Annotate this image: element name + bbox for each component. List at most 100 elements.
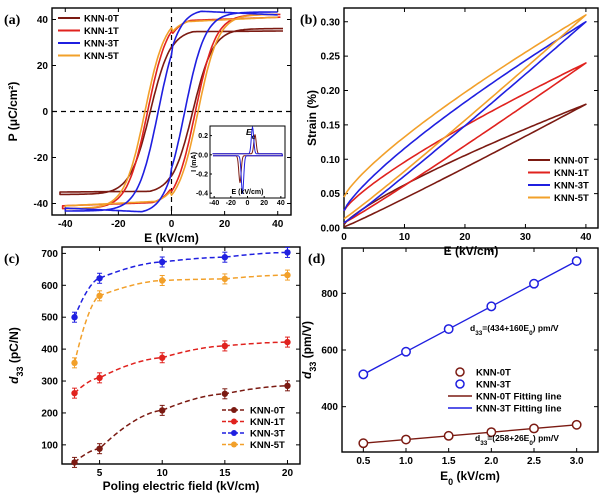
inset-y-label: I (mA)	[191, 152, 198, 172]
y-tick-label: 500	[41, 313, 58, 324]
data-point	[284, 249, 291, 256]
panel-label: (d)	[308, 252, 325, 267]
pe-loop-KNN-5T	[64, 13, 278, 210]
fitting-line-0	[363, 424, 577, 444]
x-tick-label: -20	[111, 219, 126, 230]
y-axis-label: d33 (pm/V)	[300, 321, 318, 379]
panel-b: 0 10 20 30 40 0.00 0.05 0.10 0.15 0.20 0.25 0.30 E (…	[300, 7, 599, 258]
data-point	[96, 374, 103, 382]
panel-c: 5 10 15 20 100 200 300 400 500 600 700 Poling elect…	[4, 246, 301, 493]
y-tick-label: 0.30	[321, 17, 341, 28]
legend-marker	[455, 379, 465, 389]
y-tick-label: 0.10	[321, 155, 341, 166]
data-point	[71, 389, 78, 397]
legend-label: KNN-5T	[84, 51, 119, 62]
x-tick-label: -40	[58, 219, 73, 230]
data-point	[358, 438, 369, 449]
x-tick-label: 1.5	[442, 456, 456, 467]
data-point	[159, 354, 166, 361]
x-axis-label: E0 (kV/cm)	[440, 469, 500, 487]
data-point	[221, 342, 229, 350]
data-point	[529, 423, 539, 434]
y-axis-label: P (μC/cm²)	[6, 82, 20, 142]
y-tick-label: 20	[37, 61, 49, 72]
strain-loop-KNN-0T	[343, 103, 587, 228]
data-point	[443, 430, 454, 441]
plot-frame	[343, 7, 599, 229]
data-point	[71, 314, 78, 321]
legend-label: KNN-1T	[554, 168, 589, 179]
x-tick-label: 2.0	[484, 456, 498, 467]
strain-loop-KNN-3T	[343, 20, 587, 224]
y-tick-label: 600	[321, 346, 338, 357]
fit-curve-KNN-3T	[73, 251, 288, 318]
x-tick-label: 1.0	[399, 456, 413, 467]
data-point	[443, 324, 454, 334]
x-axis-label: E (kV/cm)	[144, 231, 199, 245]
panel-d: 0.5 1.0 1.5 2.0 2.5 3.0 400 600 800 E0 (kV/cm) d33…	[300, 247, 599, 487]
legend-marker	[455, 367, 465, 377]
legend-label: KNN-0T	[476, 368, 511, 379]
data-point	[221, 254, 229, 261]
inset-x-tick-label: 20	[260, 200, 268, 207]
data-point	[159, 277, 166, 284]
panel-label: (a)	[4, 13, 21, 28]
legend-marker	[231, 441, 237, 448]
legend-label: KNN-3T	[476, 380, 511, 391]
inset-y-tick-label: -0.4	[196, 191, 208, 198]
data-point	[221, 275, 229, 283]
fitting-line-1	[363, 260, 577, 375]
x-tick-label: 20	[219, 219, 231, 230]
x-tick-label: 0	[169, 219, 175, 230]
x-tick-label: 40	[272, 219, 284, 230]
legend-label: KNN-0T	[84, 14, 119, 25]
plot-frame	[61, 246, 301, 465]
y-axis-label: Strain (%)	[305, 90, 319, 146]
data-point	[159, 258, 166, 266]
panel-a: -40 -20 0 20 40 -40 -20 0 20 40 E (kV/cm) P (μC/cm²…	[4, 7, 292, 245]
legend-label: KNN-3T Fitting line	[476, 404, 562, 415]
data-point	[221, 390, 229, 397]
y-tick-label: 0	[42, 107, 48, 118]
inset-x-label: E (kV/cm)	[232, 189, 264, 196]
data-point	[571, 256, 582, 266]
inset-x-tick-label: -40	[209, 200, 219, 207]
fit-curve-KNN-1T	[73, 341, 288, 394]
x-tick-label: 30	[520, 232, 532, 243]
panel-label: (c)	[4, 252, 20, 267]
data-point	[284, 271, 291, 279]
inset-x-tick-label: 0	[246, 200, 250, 207]
x-tick-label: 20	[459, 232, 471, 243]
inset-current-curve	[212, 126, 283, 194]
data-point	[486, 301, 497, 312]
x-tick-label: 40	[580, 232, 592, 243]
y-tick-label: 600	[41, 281, 58, 292]
legend-label: KNN-0T	[554, 156, 589, 167]
data-point	[159, 407, 166, 414]
y-tick-label: -40	[34, 199, 49, 210]
y-tick-label: 800	[321, 289, 338, 300]
data-point	[96, 275, 103, 282]
equation-knn-3t: d33=(434+160E0) pm/V	[470, 323, 559, 337]
legend-label: KNN-3T	[250, 429, 285, 440]
x-tick-label: 0.5	[356, 456, 370, 467]
data-point	[401, 434, 411, 445]
data-point	[284, 382, 291, 390]
plot-frame	[341, 247, 599, 453]
x-tick-label: 10	[399, 232, 411, 243]
inset-y-tick-label: -0.2	[196, 172, 208, 179]
legend-label: KNN-0T Fitting line	[476, 392, 562, 403]
legend-label: KNN-3T	[554, 181, 589, 192]
y-tick-label: 0.15	[321, 120, 341, 131]
x-tick-label: 10	[157, 468, 169, 479]
data-point	[96, 292, 103, 300]
data-point	[358, 369, 369, 380]
x-tick-label: 2.5	[527, 456, 541, 467]
x-axis-label: Poling electric field (kV/cm)	[103, 479, 260, 493]
y-tick-label: 200	[41, 408, 58, 419]
y-tick-label: 100	[41, 440, 58, 451]
y-tick-label: 400	[321, 402, 338, 413]
legend-label: KNN-1T	[84, 26, 119, 37]
data-point	[571, 419, 582, 430]
y-axis-label: d33 (pC/N)	[7, 327, 25, 384]
